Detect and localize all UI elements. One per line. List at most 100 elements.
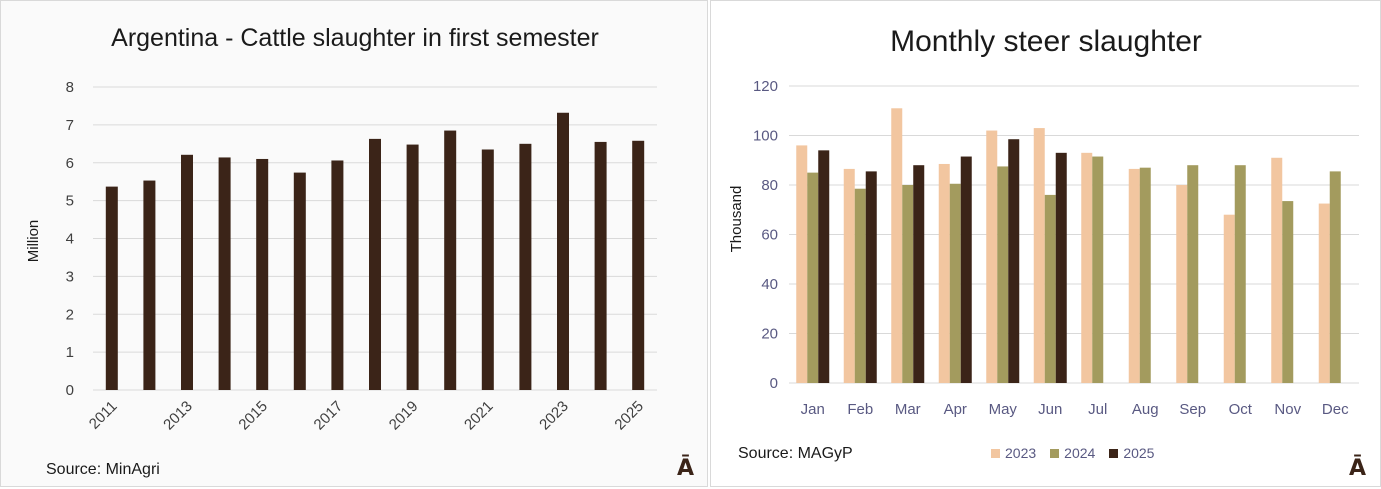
chart-legend: 2023 2024 2025: [991, 445, 1154, 461]
bar-2024-Jun: [1044, 194, 1056, 383]
bar-2024-Jul: [1092, 156, 1104, 383]
bar-2024-Feb: [854, 188, 866, 383]
x-tick-label: Mar: [895, 401, 921, 418]
bar-2025-Jun: [1055, 152, 1067, 383]
x-tick-label: 2011: [86, 398, 121, 433]
x-tick-label: Aug: [1132, 401, 1159, 418]
x-tick-label: 2013: [160, 398, 196, 434]
bar-2022: [519, 143, 532, 390]
bar-2021: [481, 149, 494, 390]
bar-2019: [406, 144, 419, 390]
bar-2023-May: [986, 130, 998, 383]
y-tick-label: 0: [770, 375, 778, 392]
source-note: Source: MAGyP: [738, 445, 853, 462]
y-tick-label: 20: [761, 326, 778, 343]
x-tick-label: Sep: [1179, 401, 1206, 418]
y-tick-label: 6: [66, 155, 74, 172]
legend-item-2025: 2025: [1109, 445, 1154, 461]
bar-2023-Mar: [891, 108, 903, 384]
bar-2023-Apr: [938, 163, 950, 383]
bar-2016: [293, 172, 306, 390]
legend-swatch: [991, 448, 1000, 458]
y-tick-label: 7: [66, 117, 74, 134]
y-tick-label: 80: [761, 177, 778, 194]
steer-slaughter-chart: Monthly steer slaughter 020406080100120 …: [728, 25, 1359, 418]
x-tick-label: Jan: [801, 401, 825, 418]
x-tick-label: Oct: [1229, 401, 1253, 418]
y-tick-label: 0: [66, 382, 74, 399]
x-tick-label: Feb: [847, 401, 873, 418]
legend-swatch: [1050, 448, 1060, 458]
y-tick-label: 100: [753, 128, 778, 145]
legend-label: 2023: [1005, 445, 1037, 461]
x-tick-label: Jun: [1038, 401, 1062, 418]
x-tick-label: Jul: [1088, 401, 1107, 418]
bar-2024-Nov: [1282, 201, 1294, 383]
bar-2012: [143, 180, 156, 390]
x-tick-label: 2021: [461, 398, 497, 434]
legend-label: 2025: [1123, 445, 1155, 461]
bar-2023-Nov: [1271, 157, 1283, 383]
cattle-slaughter-chart: Argentina - Cattle slaughter in first se…: [25, 24, 657, 434]
x-tick-label: Dec: [1322, 401, 1349, 418]
bar-2023-Jan: [796, 145, 808, 383]
brand-logo: Ā: [677, 456, 695, 481]
x-tick-label: 2025: [611, 398, 647, 434]
bar-2020: [444, 130, 457, 390]
bar-2025-Jan: [818, 150, 830, 383]
bar-2023-Dec: [1318, 203, 1330, 383]
y-tick-label: 8: [66, 79, 74, 96]
bar-2023-Jul: [1081, 152, 1093, 383]
bar-2015: [256, 158, 269, 390]
x-tick-label: 2015: [235, 398, 271, 434]
x-tick-label: Apr: [944, 401, 967, 418]
brand-logo: Ā: [1349, 456, 1367, 481]
legend-item-2023: 2023: [991, 445, 1036, 461]
y-axis-title: Thousand: [728, 186, 745, 253]
y-tick-label: 3: [66, 268, 74, 285]
chart-title: Argentina - Cattle slaughter in first se…: [111, 24, 599, 52]
bar-2025-May: [1008, 139, 1020, 383]
legend-item-2024: 2024: [1050, 445, 1095, 461]
bar-2025-Apr: [960, 156, 972, 383]
x-tick-label: 2017: [311, 398, 347, 434]
bar-2024-Jan: [807, 172, 819, 383]
bar-2018: [369, 138, 381, 390]
left-chart-panel: Argentina - Cattle slaughter in first se…: [0, 0, 708, 487]
right-chart-panel: Monthly steer slaughter 0 20 40 60 80 100 120 …: [710, 0, 1381, 487]
bar-2011: [105, 186, 118, 390]
bar-2024-Dec: [1329, 171, 1341, 383]
chart-title: Monthly steer slaughter: [890, 25, 1202, 58]
bar-2023-Oct: [1223, 214, 1235, 383]
bar-2013: [181, 154, 193, 390]
x-tick-label: Nov: [1274, 401, 1301, 418]
bar-2014: [218, 157, 231, 390]
bar-2024: [594, 141, 607, 390]
bar-2023-Aug: [1128, 168, 1140, 383]
bar-2024-Oct: [1234, 165, 1246, 383]
bar-2024-Sep: [1187, 165, 1199, 383]
y-axis-title: Million: [25, 220, 42, 263]
bar-2023: [557, 112, 569, 390]
bar-2025-Feb: [865, 171, 877, 383]
bar-2024-Aug: [1139, 167, 1151, 383]
bar-2025: [632, 140, 645, 390]
y-tick-label: 5: [66, 193, 74, 210]
x-tick-label: 2023: [536, 398, 572, 434]
y-tick-label: 120: [753, 78, 778, 95]
bar-2024-Apr: [949, 183, 961, 383]
y-tick-label: 4: [66, 231, 74, 248]
bar-2017: [331, 160, 344, 390]
y-tick-label: 40: [761, 276, 778, 293]
bar-2023-Feb: [843, 168, 855, 383]
bar-2025-Mar: [913, 165, 925, 383]
bar-2023-Sep: [1176, 185, 1188, 383]
y-tick-label: 2: [66, 306, 74, 323]
legend-swatch: [1109, 448, 1119, 458]
y-tick-label: 1: [66, 344, 74, 361]
bar-2024-May: [997, 166, 1009, 383]
bar-2024-Mar: [902, 185, 914, 383]
bar-2023-Jun: [1033, 128, 1045, 383]
y-tick-label: 60: [761, 227, 778, 244]
x-tick-label: May: [989, 401, 1018, 418]
